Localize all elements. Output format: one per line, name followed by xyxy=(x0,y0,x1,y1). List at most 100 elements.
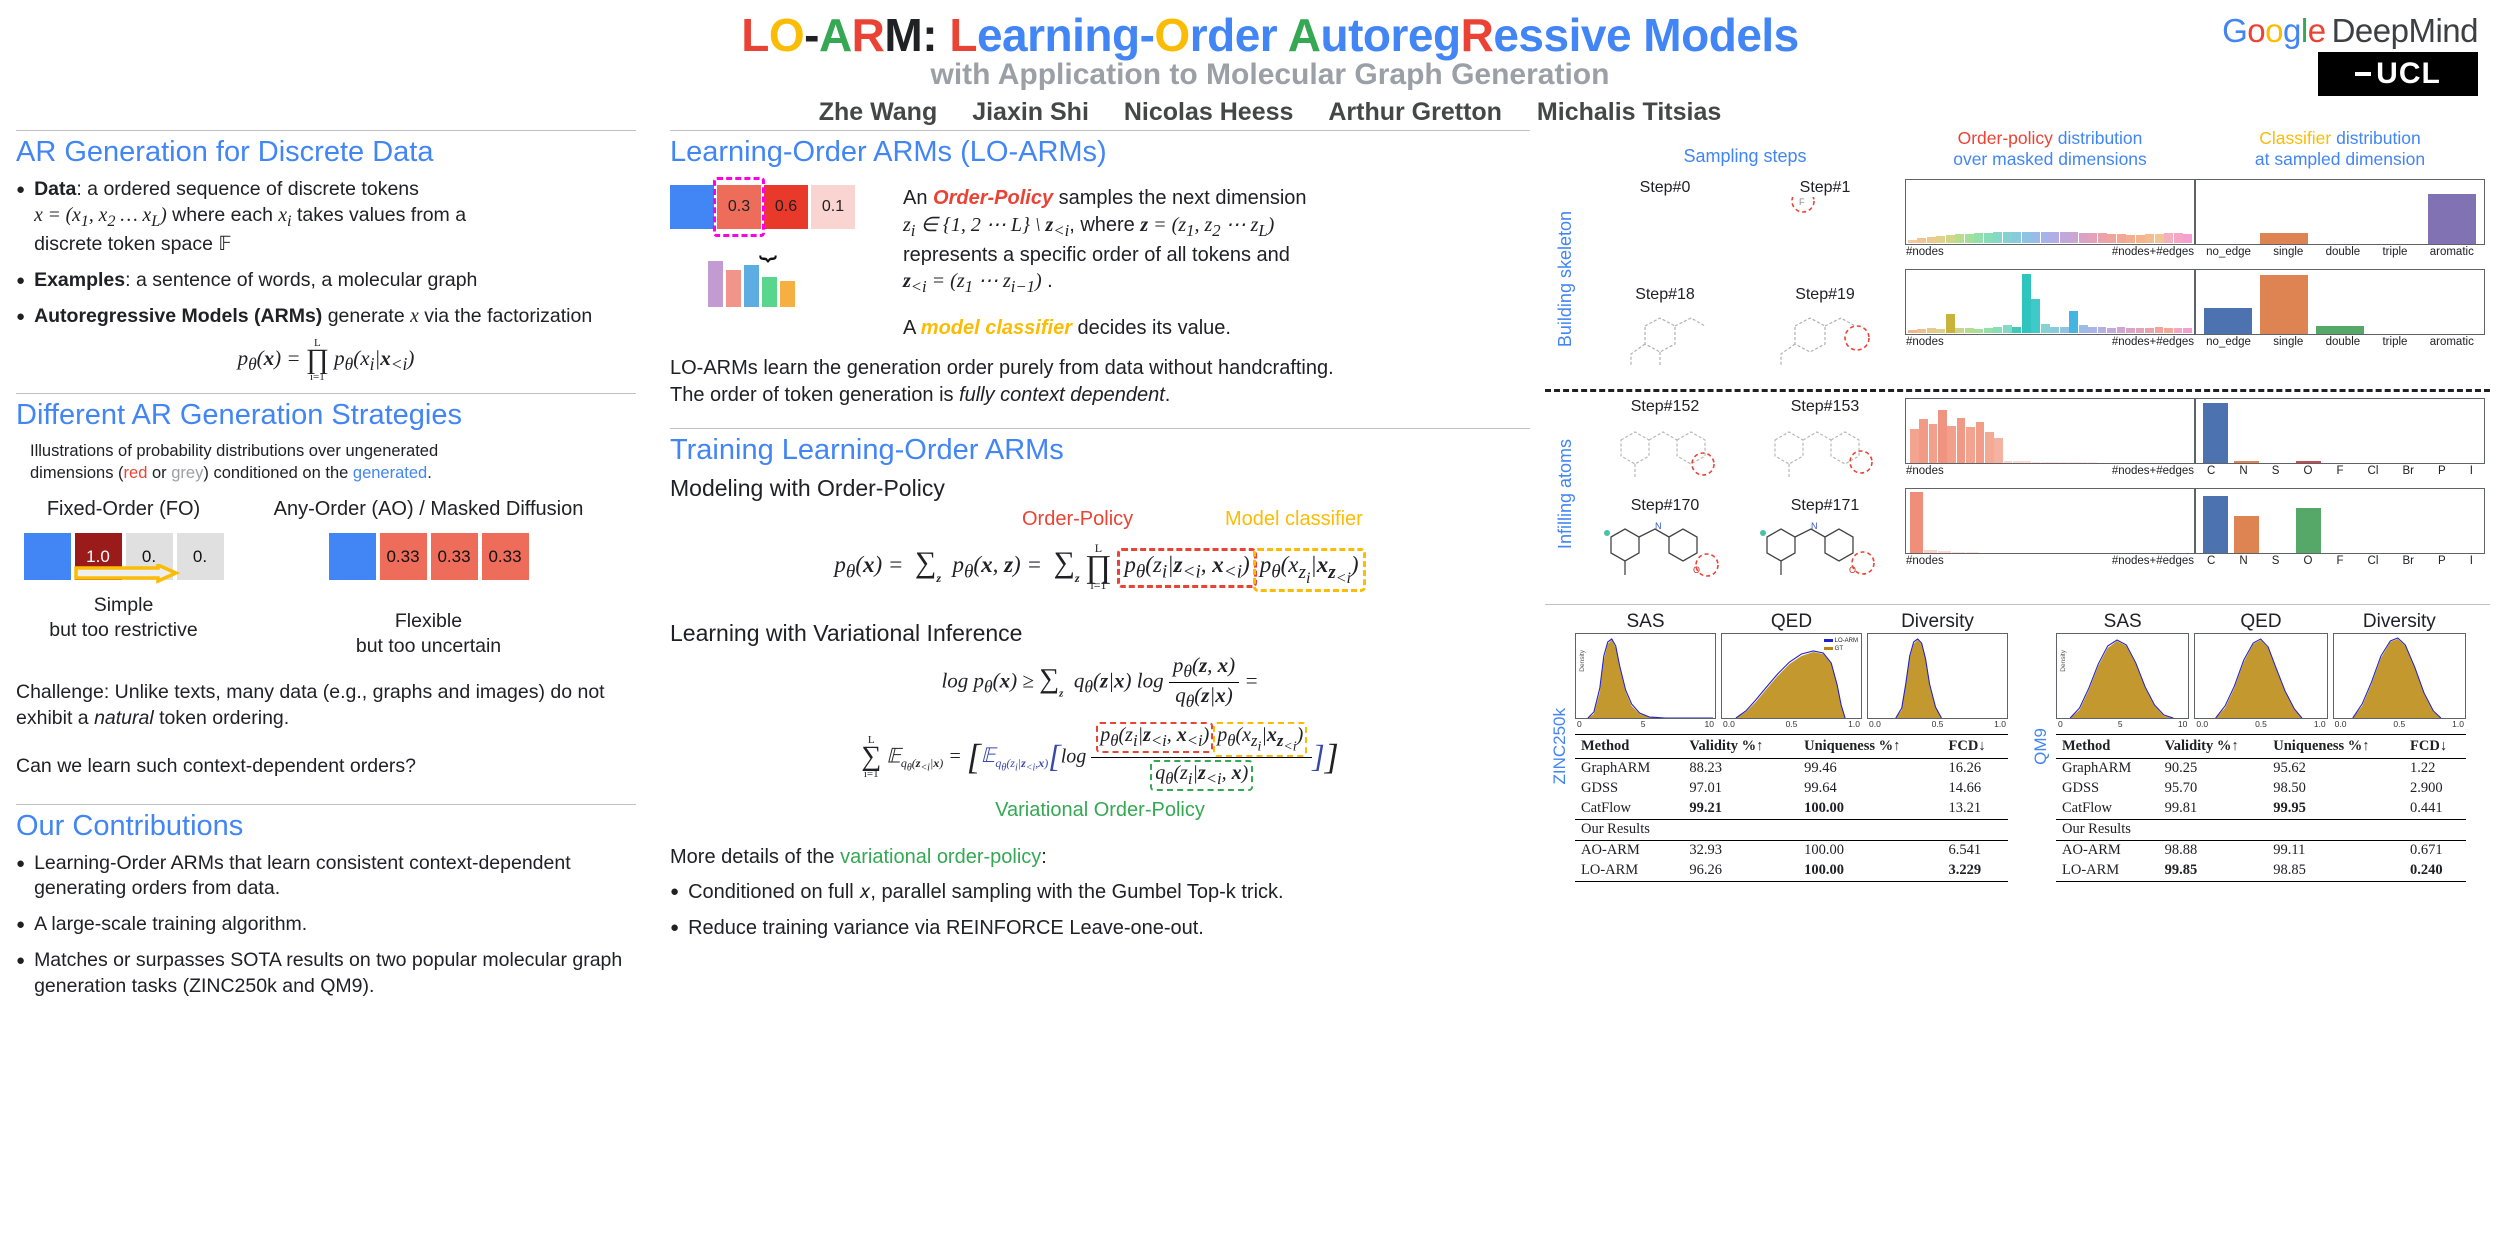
variational-order-policy-link[interactable]: variational order-policy xyxy=(840,846,1042,869)
step-label: Step#0 xyxy=(1639,178,1691,196)
detail-text: Reduce training variance via REINFORCE L… xyxy=(688,917,1204,940)
challenge-question: Can we learn such context-dependent orde… xyxy=(16,754,416,777)
classifier-tick: S xyxy=(2271,464,2280,477)
classifier-tick: P xyxy=(2438,554,2446,567)
loarm-cell-generated xyxy=(670,185,714,229)
author-list: Zhe Wang Jiaxin Shi Nicolas Heess Arthur… xyxy=(560,98,1980,127)
classifier-tick: F xyxy=(2336,464,2344,477)
list-item: ● Examples: a sentence of words, a molec… xyxy=(16,268,636,294)
bullet-text: : a ordered sequence of discrete tokens xyxy=(76,178,419,200)
zinc-qed-hist: LO-ARM GT xyxy=(1721,632,1862,719)
bullet-icon: ● xyxy=(670,882,680,900)
bullet-icon: ● xyxy=(16,916,26,934)
model-classifier-term: model classifier xyxy=(920,316,1072,339)
order-policy-column-header: Order-policy distribution over masked di… xyxy=(1953,128,2147,170)
training-sub1: Modeling with Order-Policy xyxy=(670,475,945,502)
author: Michalis Titsias xyxy=(1536,98,1722,126)
google-deepmind-logo: Google DeepMind xyxy=(2222,12,2478,49)
molecule-step19-icon xyxy=(1780,317,1870,366)
training-sub2: Learning with Variational Inference xyxy=(670,619,1023,646)
minibar xyxy=(726,270,741,307)
bullet-text: : a sentence of words, a molecular graph xyxy=(125,269,478,292)
classifier-tick: Cl xyxy=(2367,464,2379,477)
classifier-tick: P xyxy=(2438,464,2446,477)
author: Arthur Gretton xyxy=(1328,98,1502,126)
classifier-tick: triple xyxy=(2382,245,2408,258)
molecule-step1-icon: F xyxy=(1791,188,1815,213)
classifier-tick: single xyxy=(2273,335,2304,348)
bullet-icon: ● xyxy=(16,952,26,970)
infilling-atoms-label: Infilling atoms xyxy=(1554,438,1575,549)
qm9-qed-ticks: 0.0 0.5 1.0 xyxy=(2196,718,2326,729)
order-policy-charts-1: #nodes #nodes+#edges #nodes #nodes+#edge… xyxy=(1905,178,2195,379)
classifier-tick: aromatic xyxy=(2429,245,2474,258)
qm9-qed-hist xyxy=(2194,632,2328,719)
qm9-results-table: Method Validity %↑ Uniqueness %↑ FCD↓ Gr… xyxy=(2056,733,2466,882)
selected-dimension-highlight xyxy=(713,177,765,237)
contribution-text: Learning-Order ARMs that learn consisten… xyxy=(34,851,571,900)
list-item: ● Learning-Order ARMs that learn consist… xyxy=(16,851,636,903)
step-label: Step#170 xyxy=(1630,496,1700,514)
classifier-tick: no_edge xyxy=(2206,335,2251,348)
elbo-classifier-term: pθ(xzi|xz<i) xyxy=(1213,721,1308,758)
classifier-charts-2: C N S O F Cl Br P I C N xyxy=(2195,397,2485,590)
order-policy-chart-step0 xyxy=(1905,178,2195,245)
classifier-tick: N xyxy=(2239,554,2248,567)
classifier-tick: F xyxy=(2336,554,2344,567)
table-row: CatFlow 99.81 99.95 0.441 xyxy=(2062,800,2443,817)
author: Jiaxin Shi xyxy=(972,98,1089,126)
table-row: GraphARM 90.25 95.62 1.22 xyxy=(2056,757,2466,779)
zinc-div-ticks: 0.0 0.5 1.0 xyxy=(1869,718,2006,729)
table-row: AO-ARM 98.88 99.11 0.671 xyxy=(2056,839,2466,861)
author: Nicolas Heess xyxy=(1123,98,1294,126)
loarm-cell: 0.6 xyxy=(764,185,808,229)
order-policy-tag: Order-Policy xyxy=(1022,508,1134,531)
contribution-text: Matches or surpasses SOTA results on two… xyxy=(34,949,623,998)
table-header-row: Method Validity %↑ Uniqueness %↑ FCD↓ xyxy=(2056,733,2466,759)
ao-label: Any-Order (AO) / Masked Diffusion xyxy=(273,498,584,521)
qm9-sas-ticks: 0 5 10 xyxy=(2058,718,2188,729)
legend: LO-ARM GT xyxy=(1823,637,1858,653)
model-equation: pθ(x) = ∑z pθ(x, z) = ∑z L ∏ i=1 pθ(zi|z… xyxy=(670,536,1530,601)
classifier-tick: Br xyxy=(2402,464,2414,477)
qm9-sas-curve xyxy=(2069,639,2174,718)
classifier-tick: double xyxy=(2325,245,2361,258)
zinc-qed-ticks: 0.0 0.5 1.0 xyxy=(1723,718,1860,729)
order-arrow-icon xyxy=(74,562,181,584)
step-label: Step#18 xyxy=(1635,285,1695,303)
ao-cell-row: 0.33 0.33 0.33 xyxy=(231,533,626,581)
ao-cell: 0.33 xyxy=(379,533,427,581)
bullet-icon: ● xyxy=(670,919,680,937)
table-section-row: Our Results xyxy=(2056,818,2466,841)
metric-title: QED xyxy=(2240,610,2282,632)
fo-label: Fixed-Order (FO) xyxy=(46,498,201,521)
zinc-qed-curve xyxy=(1735,650,1846,718)
order-policy-boxed-term: pθ(zi|z<i, x<i) xyxy=(1117,548,1257,588)
classifier-chart-step152 xyxy=(2195,397,2485,464)
table-section-row: Our Results xyxy=(1575,818,2008,841)
col-fcd: FCD↓ xyxy=(2404,733,2466,759)
context-dependent-italic: fully context dependent xyxy=(959,383,1165,406)
list-item: ● Reduce training variance via REINFORCE… xyxy=(670,915,1530,942)
sampling-steps-panel-2: Step#152 Step#153 xyxy=(1585,398,1905,590)
order-policy-term: Order-Policy xyxy=(933,187,1054,209)
caption-generated-word: generated xyxy=(352,463,428,482)
axis-label-nodes: #nodes xyxy=(1906,554,1944,567)
col-method: Method xyxy=(2056,733,2159,759)
table-row: LO-ARM 99.85 98.85 0.240 xyxy=(2056,860,2466,882)
more-details-line: More details of the variational order-po… xyxy=(670,846,1047,869)
col-validity: Validity %↑ xyxy=(2158,733,2268,759)
fo-caption: Simple but too restrictive xyxy=(49,594,198,642)
table-row: AO-ARM 32.93 100.00 6.541 xyxy=(1575,839,2008,861)
svg-text:N: N xyxy=(1811,521,1818,531)
molecule-step153-icon xyxy=(1774,430,1873,478)
classifier-tick: Br xyxy=(2402,554,2414,567)
classifier-tick: no_edge xyxy=(2206,245,2251,258)
challenge-text: Challenge: Unlike texts, many data (e.g.… xyxy=(16,680,605,729)
ucl-label: UCL xyxy=(2376,57,2441,90)
table-header-row: Method Validity %↑ Uniqueness %↑ FCD↓ xyxy=(1575,733,2008,759)
axis-label-nodes-edges: #nodes+#edges xyxy=(2111,335,2194,348)
classifier-tick: I xyxy=(2469,554,2473,567)
detail-text: Conditioned on full 𝑥, parallel sampling… xyxy=(688,880,1284,903)
minibar xyxy=(744,265,759,307)
